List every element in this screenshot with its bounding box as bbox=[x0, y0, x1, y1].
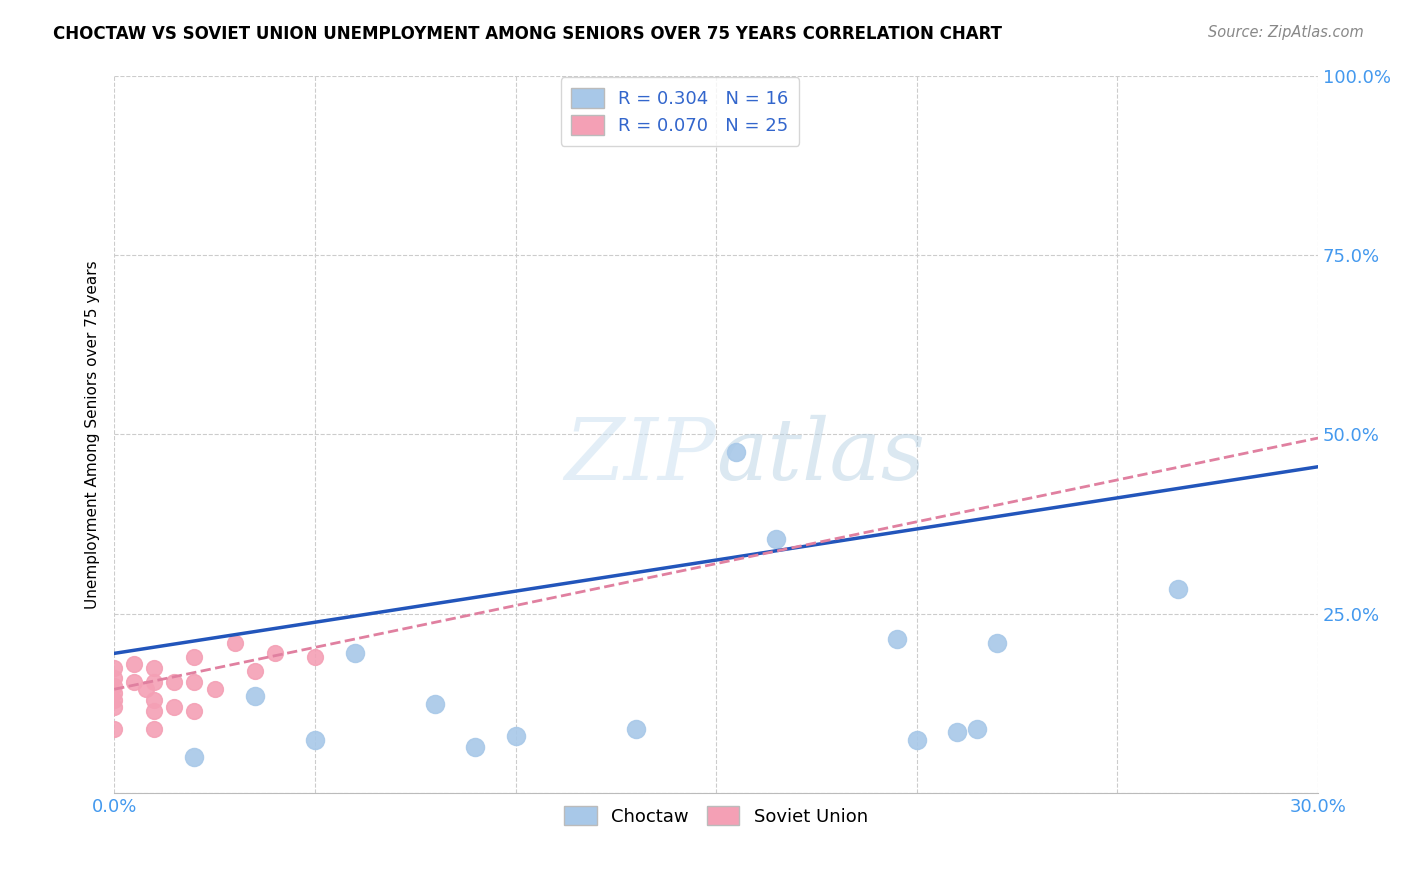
Point bbox=[224, 635, 246, 649]
Point bbox=[163, 700, 186, 714]
Point bbox=[886, 632, 908, 646]
Text: ZIP: ZIP bbox=[564, 415, 716, 498]
Text: Source: ZipAtlas.com: Source: ZipAtlas.com bbox=[1208, 25, 1364, 40]
Legend: Choctaw, Soviet Union: Choctaw, Soviet Union bbox=[555, 797, 877, 835]
Point bbox=[103, 722, 125, 736]
Point bbox=[624, 722, 647, 736]
Point bbox=[183, 704, 205, 718]
Point bbox=[1167, 582, 1189, 596]
Point bbox=[143, 675, 166, 690]
Point bbox=[243, 665, 266, 679]
Point bbox=[243, 690, 266, 704]
Point bbox=[425, 697, 447, 711]
Point bbox=[143, 661, 166, 675]
Text: CHOCTAW VS SOVIET UNION UNEMPLOYMENT AMONG SENIORS OVER 75 YEARS CORRELATION CHA: CHOCTAW VS SOVIET UNION UNEMPLOYMENT AMO… bbox=[53, 25, 1002, 43]
Point bbox=[464, 739, 486, 754]
Point bbox=[505, 729, 527, 743]
Point bbox=[263, 646, 285, 660]
Point bbox=[103, 672, 125, 686]
Point bbox=[304, 650, 326, 665]
Point bbox=[946, 725, 969, 739]
Point bbox=[122, 657, 145, 672]
Point bbox=[103, 661, 125, 675]
Point bbox=[143, 722, 166, 736]
Text: atlas: atlas bbox=[716, 415, 925, 498]
Point bbox=[725, 445, 748, 459]
Point bbox=[905, 732, 928, 747]
Point bbox=[103, 700, 125, 714]
Point bbox=[183, 650, 205, 665]
Point bbox=[103, 686, 125, 700]
Point bbox=[143, 693, 166, 707]
Point bbox=[103, 693, 125, 707]
Point bbox=[966, 722, 988, 736]
Point bbox=[986, 635, 1008, 649]
Point bbox=[343, 646, 366, 660]
Point bbox=[103, 679, 125, 693]
Point bbox=[122, 675, 145, 690]
Point bbox=[183, 750, 205, 764]
Point bbox=[204, 682, 226, 697]
Point bbox=[765, 532, 787, 546]
Point bbox=[135, 682, 157, 697]
Point bbox=[163, 675, 186, 690]
Point bbox=[304, 732, 326, 747]
Point bbox=[183, 675, 205, 690]
Point bbox=[143, 704, 166, 718]
Y-axis label: Unemployment Among Seniors over 75 years: Unemployment Among Seniors over 75 years bbox=[86, 260, 100, 608]
